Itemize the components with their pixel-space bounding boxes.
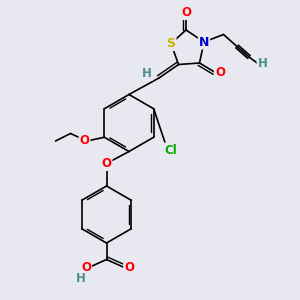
Text: H: H	[142, 67, 152, 80]
Text: N: N	[199, 35, 209, 49]
Text: O: O	[80, 134, 90, 148]
Text: H: H	[76, 272, 86, 286]
Text: O: O	[101, 157, 112, 170]
Text: O: O	[215, 65, 225, 79]
Text: Cl: Cl	[164, 143, 177, 157]
Text: O: O	[181, 6, 191, 19]
Text: H: H	[258, 57, 267, 70]
Text: S: S	[167, 37, 176, 50]
Text: O: O	[124, 261, 134, 274]
Text: O: O	[81, 261, 91, 274]
